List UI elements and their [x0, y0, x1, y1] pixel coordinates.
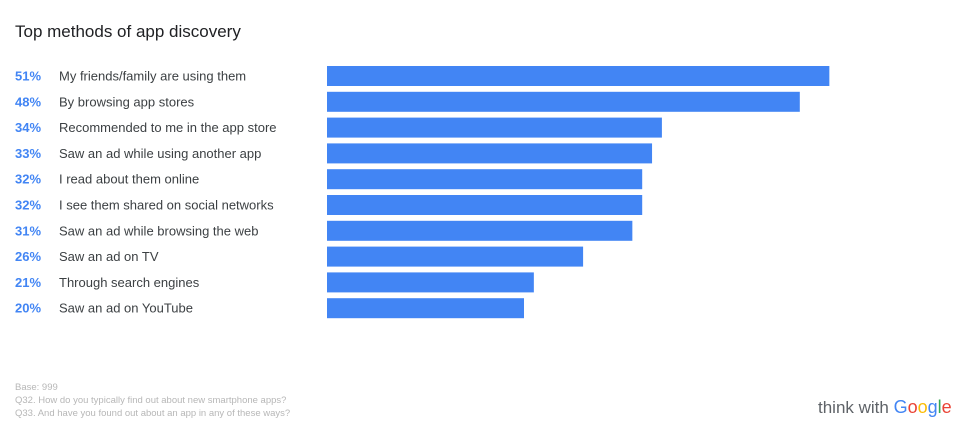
value-label: 34% — [15, 120, 41, 135]
footnotes: Base: 999 Q32. How do you typically find… — [15, 381, 290, 420]
value-label: 48% — [15, 94, 41, 109]
category-label: Saw an ad while browsing the web — [59, 223, 258, 238]
bar — [327, 272, 534, 293]
value-label: 21% — [15, 275, 41, 290]
value-label: 31% — [15, 223, 41, 238]
bar — [327, 195, 643, 215]
category-label: I read about them online — [59, 172, 199, 187]
category-label: Saw an ad on TV — [59, 249, 159, 264]
footnote-q33: Q33. And have you found out about an app… — [15, 408, 291, 419]
bar — [327, 169, 643, 190]
wordmark-letter: l — [937, 397, 942, 417]
wordmark-letter: e — [941, 397, 952, 417]
footnote-base: Base: 999 — [15, 382, 58, 393]
category-label: My friends/family are using them — [59, 69, 246, 84]
bar — [327, 117, 662, 138]
brand-prefix: think with — [818, 398, 889, 417]
value-label: 33% — [15, 146, 41, 161]
bar — [327, 143, 653, 164]
bar-chart: 51% My friends/family are using them 48% By… — [15, 66, 830, 319]
wordmark-letter: G — [893, 397, 908, 417]
value-label: 32% — [15, 198, 41, 213]
wordmark-letter: g — [927, 397, 938, 417]
footnote-q32: Q32. How do you typically find out about… — [15, 395, 287, 406]
value-label: 26% — [15, 249, 41, 264]
value-label: 51% — [15, 69, 41, 84]
wordmark-letter: o — [907, 397, 918, 417]
bar — [327, 220, 633, 241]
wordmark-letter: o — [917, 397, 928, 417]
category-label: Through search engines — [59, 275, 200, 290]
category-label: By browsing app stores — [59, 94, 195, 109]
value-label: 20% — [15, 301, 41, 316]
bar — [327, 246, 584, 267]
bar — [327, 298, 524, 319]
value-label: 32% — [15, 172, 41, 187]
category-label: Saw an ad on YouTube — [59, 301, 193, 316]
think-with-google-logo: think with Google — [818, 397, 952, 418]
category-label: Saw an ad while using another app — [59, 146, 261, 161]
category-label: I see them shared on social networks — [59, 198, 274, 213]
chart-title: Top methods of app discovery — [15, 22, 241, 41]
bar — [327, 91, 800, 112]
google-wordmark: Google — [894, 397, 952, 417]
category-label: Recommended to me in the app store — [59, 120, 277, 135]
bar — [327, 66, 830, 86]
